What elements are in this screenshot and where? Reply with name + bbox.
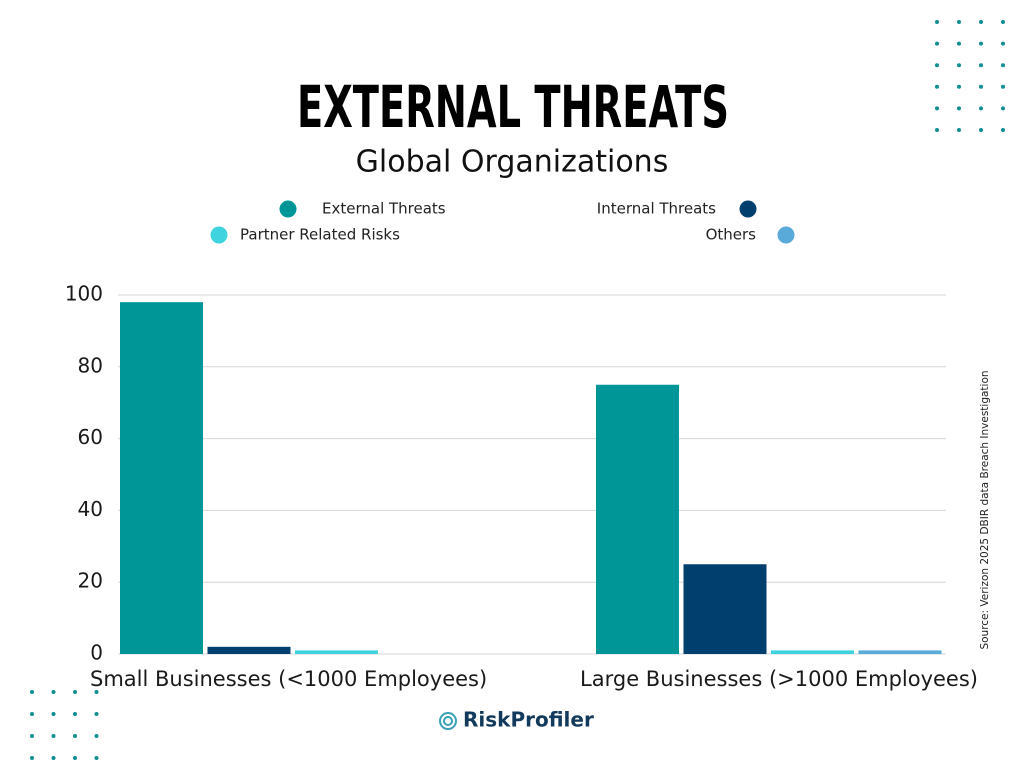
decor-dot: [51, 734, 56, 738]
decor-dot: [73, 756, 77, 760]
legend-swatch: [777, 226, 795, 244]
decor-dot: [1001, 41, 1005, 46]
bar: [295, 650, 378, 654]
decor-dot: [957, 106, 961, 111]
decor-dot: [73, 712, 77, 716]
bar: [683, 564, 767, 654]
logo-icon: [443, 716, 453, 726]
decor-dot: [1001, 84, 1005, 89]
logo-icon: [439, 712, 457, 730]
bar: [596, 384, 679, 654]
decor-dot: [30, 756, 34, 760]
decor-dot: [73, 734, 77, 738]
x-tick-label: Large Businesses (>1000 Employees): [580, 667, 978, 691]
legend-label: Internal Threats: [597, 200, 716, 218]
decor-dot: [957, 128, 961, 132]
y-tick-label: 60: [78, 425, 103, 449]
decor-dot: [94, 712, 99, 716]
decor-dot: [935, 84, 939, 89]
decor-dot: [51, 756, 56, 760]
decor-dot: [94, 756, 99, 760]
decor-dot: [957, 41, 961, 46]
y-tick-label: 100: [65, 282, 103, 306]
brand-name: RiskProfiler: [463, 708, 594, 732]
bar: [207, 646, 291, 654]
bar: [858, 650, 942, 654]
chart-title: EXTERNAL THREATS: [297, 73, 729, 141]
decor-dot: [957, 84, 961, 89]
decor-dot: [30, 734, 34, 738]
decor-dot: [979, 20, 983, 24]
source-note: Source: Verizon 2025 DBIR data Breach In…: [979, 370, 991, 649]
decor-dot: [979, 63, 983, 68]
decor-dot: [935, 63, 939, 68]
decor-dot: [30, 712, 34, 716]
y-tick-label: 0: [90, 641, 103, 665]
decor-dot: [935, 128, 939, 132]
decor-dot: [935, 41, 939, 46]
decor-dot: [979, 84, 983, 89]
decor-dot: [979, 106, 983, 111]
decor-dot: [51, 712, 56, 716]
decor-dot: [51, 690, 56, 694]
legend-label: Others: [706, 226, 757, 244]
decor-dot: [935, 20, 939, 24]
bar: [771, 650, 854, 654]
y-tick-label: 40: [78, 497, 103, 521]
decor-dot: [979, 41, 983, 46]
decor-dot: [73, 690, 77, 694]
legend-swatch: [210, 226, 228, 244]
decor-dot: [94, 734, 99, 738]
decor-dot: [957, 20, 961, 24]
brand-logo: [439, 712, 457, 730]
decor-dot: [979, 128, 983, 132]
decor-dot: [1001, 106, 1005, 111]
legend-swatch: [739, 200, 757, 218]
decor-dot: [1001, 20, 1005, 24]
legend-swatch: [279, 200, 297, 218]
decor-dot: [1001, 63, 1005, 68]
decor-dot: [935, 106, 939, 111]
x-tick-label: Small Businesses (<1000 Employees): [90, 667, 487, 691]
legend-label: External Threats: [322, 200, 446, 218]
chart-subtitle: Global Organizations: [356, 145, 669, 180]
decor-dot: [94, 690, 99, 694]
y-tick-label: 80: [78, 353, 103, 377]
bar: [120, 302, 203, 654]
decor-dot: [957, 63, 961, 68]
y-tick-label: 20: [78, 569, 103, 593]
decor-dot: [1001, 128, 1005, 132]
legend-label: Partner Related Risks: [240, 226, 400, 244]
decor-dot: [30, 690, 34, 694]
